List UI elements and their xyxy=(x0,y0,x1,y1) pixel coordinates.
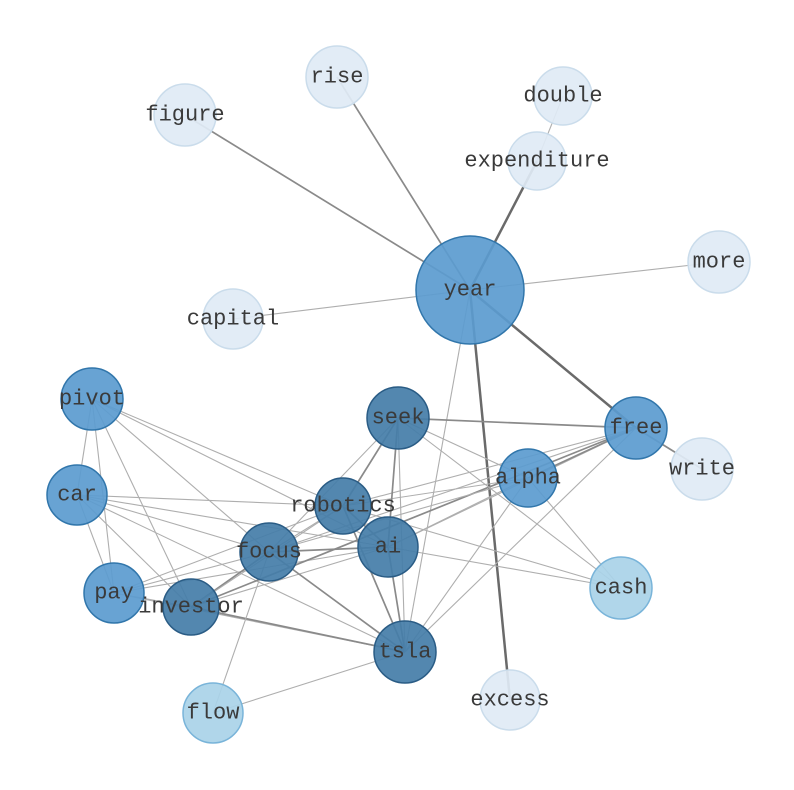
svg-text:double: double xyxy=(523,84,602,109)
svg-text:tsla: tsla xyxy=(379,640,432,665)
svg-text:expenditure: expenditure xyxy=(464,149,609,174)
svg-text:free: free xyxy=(610,416,663,441)
svg-text:car: car xyxy=(57,483,97,508)
svg-text:flow: flow xyxy=(187,701,240,726)
svg-text:seek: seek xyxy=(372,406,425,431)
svg-text:robotics: robotics xyxy=(290,494,396,519)
svg-text:focus: focus xyxy=(236,540,302,565)
svg-text:figure: figure xyxy=(145,103,224,128)
svg-text:alpha: alpha xyxy=(495,466,561,491)
svg-text:capital: capital xyxy=(187,307,279,332)
svg-text:pay: pay xyxy=(94,581,134,606)
svg-text:more: more xyxy=(693,250,746,275)
svg-text:rise: rise xyxy=(311,65,364,90)
svg-text:write: write xyxy=(669,457,735,482)
svg-text:pivot: pivot xyxy=(59,387,125,412)
svg-text:investor: investor xyxy=(138,595,244,620)
svg-text:excess: excess xyxy=(470,688,549,713)
svg-text:cash: cash xyxy=(595,576,648,601)
svg-text:ai: ai xyxy=(375,535,401,560)
svg-text:year: year xyxy=(444,278,497,303)
